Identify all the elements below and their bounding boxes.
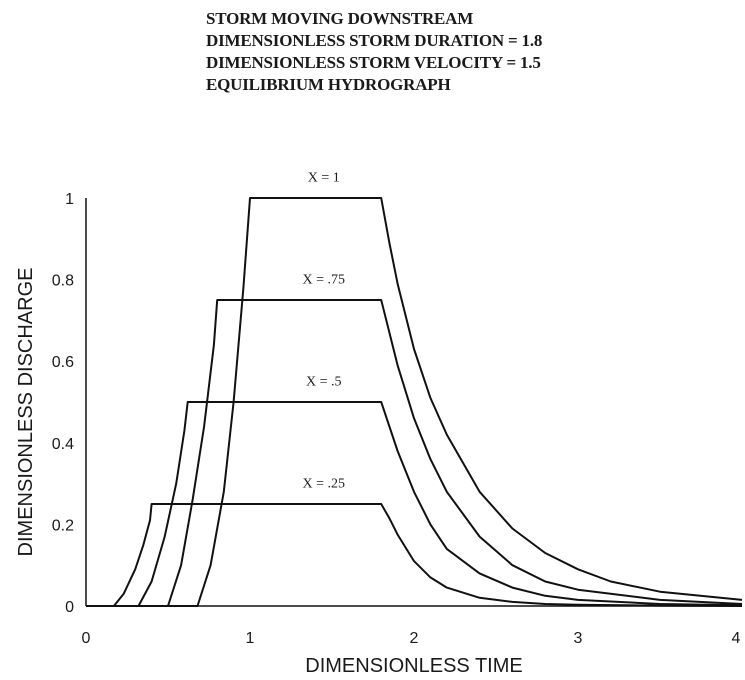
x-tick-labels: 0 1 2 3 4 <box>82 630 741 647</box>
series-line-4 <box>86 197 743 607</box>
y-tick-labels: 0 0.2 0.4 0.6 0.8 1 <box>52 191 74 616</box>
series-curves <box>86 197 743 607</box>
title-line-1: STORM MOVING DOWNSTREAM <box>206 9 474 28</box>
x-tick-label: 0 <box>82 630 91 647</box>
title-line-3: DIMENSIONLESS STORM VELOCITY = 1.5 <box>206 53 541 72</box>
y-tick-label: 1 <box>65 191 74 208</box>
y-tick-label: 0.6 <box>52 354 74 371</box>
x-tick-label: 4 <box>732 630 741 647</box>
series-line-1 <box>86 503 743 607</box>
y-tick-label: 0.4 <box>52 436 74 453</box>
chart-title: STORM MOVING DOWNSTREAM DIMENSIONLESS ST… <box>206 8 542 96</box>
title-line-2: DIMENSIONLESS STORM DURATION = 1.8 <box>206 31 543 50</box>
x-tick-label: 1 <box>246 630 255 647</box>
series-line-2 <box>86 401 743 607</box>
curve-label: X = .5 <box>306 375 342 390</box>
title-line-4: EQUILIBRIUM HYDROGRAPH <box>206 75 451 94</box>
x-axis-title: DIMENSIONLESS TIME <box>305 655 522 677</box>
series-line-3 <box>86 299 743 607</box>
y-tick-label: 0.2 <box>52 517 74 534</box>
curve-label: X = 1 <box>308 171 340 186</box>
curve-label: X = .75 <box>303 273 346 288</box>
y-tick-label: 0 <box>65 599 74 616</box>
x-tick-label: 3 <box>574 630 583 647</box>
y-axis-title: DIMENSIONLESS DISCHARGE <box>15 268 37 557</box>
x-tick-label: 2 <box>410 630 419 647</box>
y-tick-label: 0.8 <box>52 273 74 290</box>
curve-labels: X = 1 X = .75 X = .5 X = .25 <box>303 171 346 492</box>
curve-label: X = .25 <box>303 477 346 492</box>
